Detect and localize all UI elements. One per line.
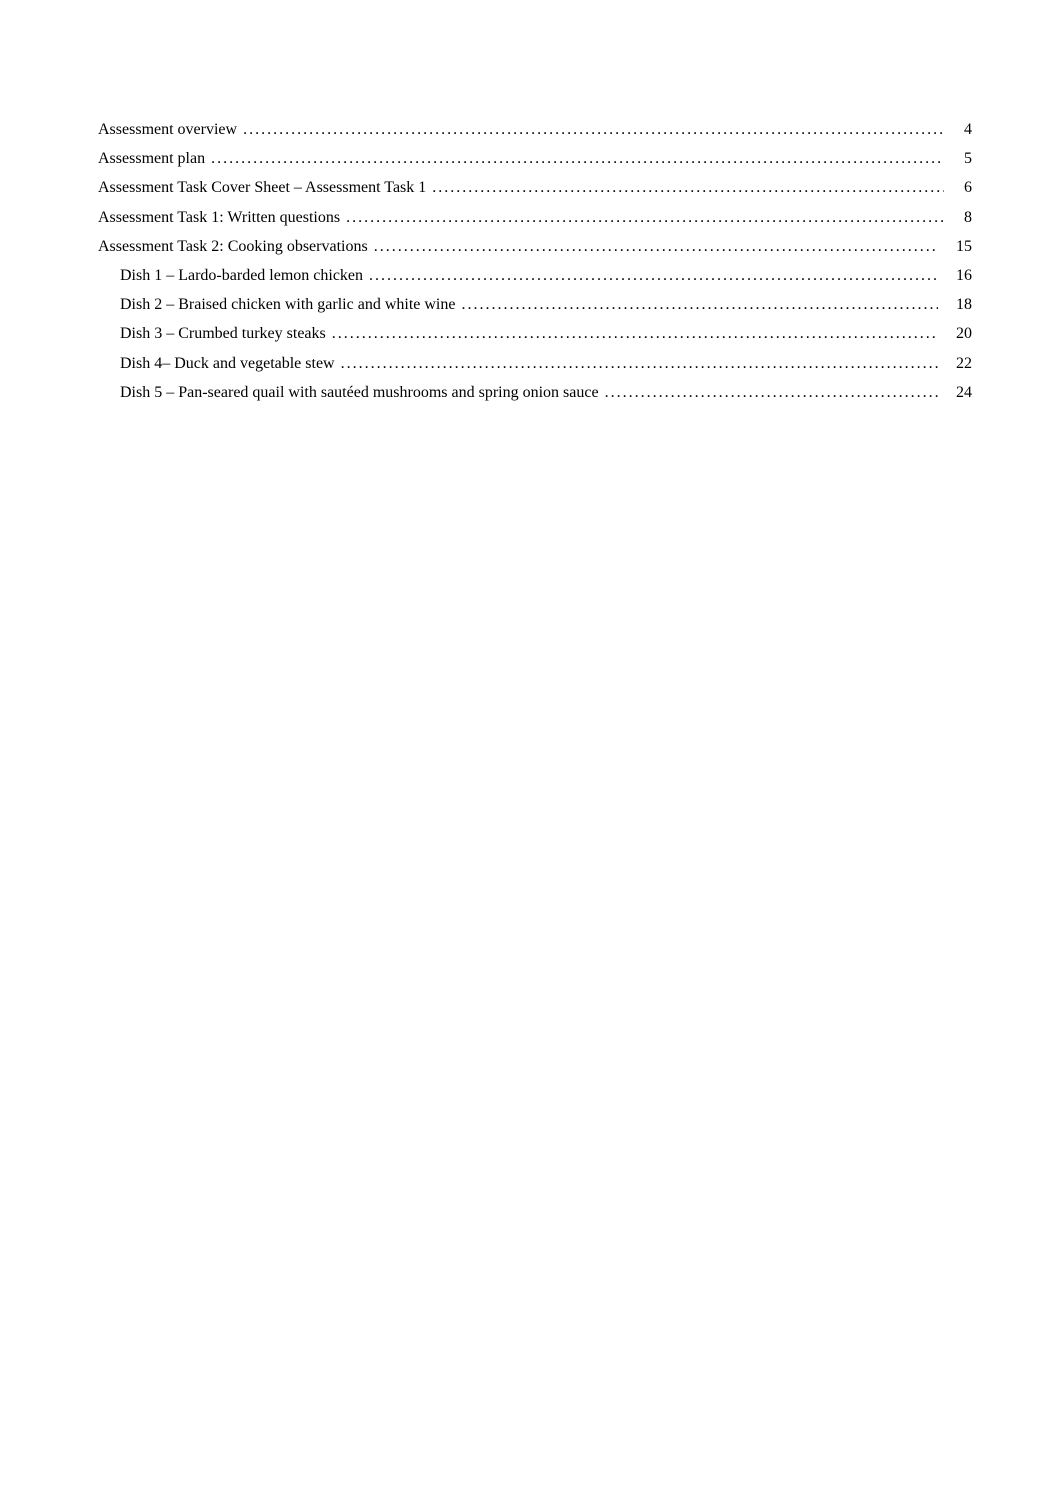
toc-entry-page: 4 bbox=[944, 118, 972, 141]
toc-entry: Dish 4– Duck and vegetable stew 22 bbox=[98, 352, 972, 375]
toc-dot-leader bbox=[341, 352, 938, 375]
toc-entry-page: 8 bbox=[944, 206, 972, 229]
toc-entry-page: 24 bbox=[938, 381, 972, 404]
toc-entry-page: 18 bbox=[938, 293, 972, 316]
toc-entry-page: 6 bbox=[944, 176, 972, 199]
toc-entry-page: 20 bbox=[938, 322, 972, 345]
toc-dot-leader bbox=[374, 235, 938, 258]
toc-entry-page: 15 bbox=[938, 235, 972, 258]
toc-entry-label: Dish 2 – Braised chicken with garlic and… bbox=[120, 293, 461, 316]
toc-entry: Dish 5 – Pan-seared quail with sautéed m… bbox=[98, 381, 972, 404]
toc-entry: Dish 3 – Crumbed turkey steaks 20 bbox=[98, 322, 972, 345]
toc-entry-label: Assessment Task 1: Written questions bbox=[98, 206, 346, 229]
toc-dot-leader bbox=[369, 264, 938, 287]
toc-entry-page: 22 bbox=[938, 352, 972, 375]
toc-entry-label: Dish 1 – Lardo-barded lemon chicken bbox=[120, 264, 369, 287]
toc-entry: Assessment plan 5 bbox=[98, 147, 972, 170]
toc-entry-page: 5 bbox=[944, 147, 972, 170]
toc-entry: Dish 1 – Lardo-barded lemon chicken 16 bbox=[98, 264, 972, 287]
toc-dot-leader bbox=[243, 118, 944, 141]
toc-dot-leader bbox=[605, 381, 938, 404]
toc-entry: Assessment Task 1: Written questions 8 bbox=[98, 206, 972, 229]
toc-dot-leader bbox=[432, 176, 944, 199]
toc-entry-label: Dish 3 – Crumbed turkey steaks bbox=[120, 322, 332, 345]
toc-entry: Assessment Task 2: Cooking observations … bbox=[98, 235, 972, 258]
toc-entry-label: Assessment Task 2: Cooking observations bbox=[98, 235, 374, 258]
toc-entry: Assessment overview 4 bbox=[98, 118, 972, 141]
toc-entry: Assessment Task Cover Sheet – Assessment… bbox=[98, 176, 972, 199]
toc-dot-leader bbox=[332, 322, 938, 345]
toc-dot-leader bbox=[346, 206, 944, 229]
table-of-contents: Assessment overview 4 Assessment plan 5 … bbox=[98, 118, 972, 404]
toc-entry-label: Dish 4– Duck and vegetable stew bbox=[120, 352, 341, 375]
toc-entry-label: Assessment plan bbox=[98, 147, 211, 170]
toc-dot-leader bbox=[211, 147, 944, 170]
toc-entry-label: Assessment Task Cover Sheet – Assessment… bbox=[98, 176, 432, 199]
toc-dot-leader bbox=[461, 293, 938, 316]
toc-entry-page: 16 bbox=[938, 264, 972, 287]
toc-entry-label: Assessment overview bbox=[98, 118, 243, 141]
toc-entry-label: Dish 5 – Pan-seared quail with sautéed m… bbox=[120, 381, 605, 404]
toc-entry: Dish 2 – Braised chicken with garlic and… bbox=[98, 293, 972, 316]
